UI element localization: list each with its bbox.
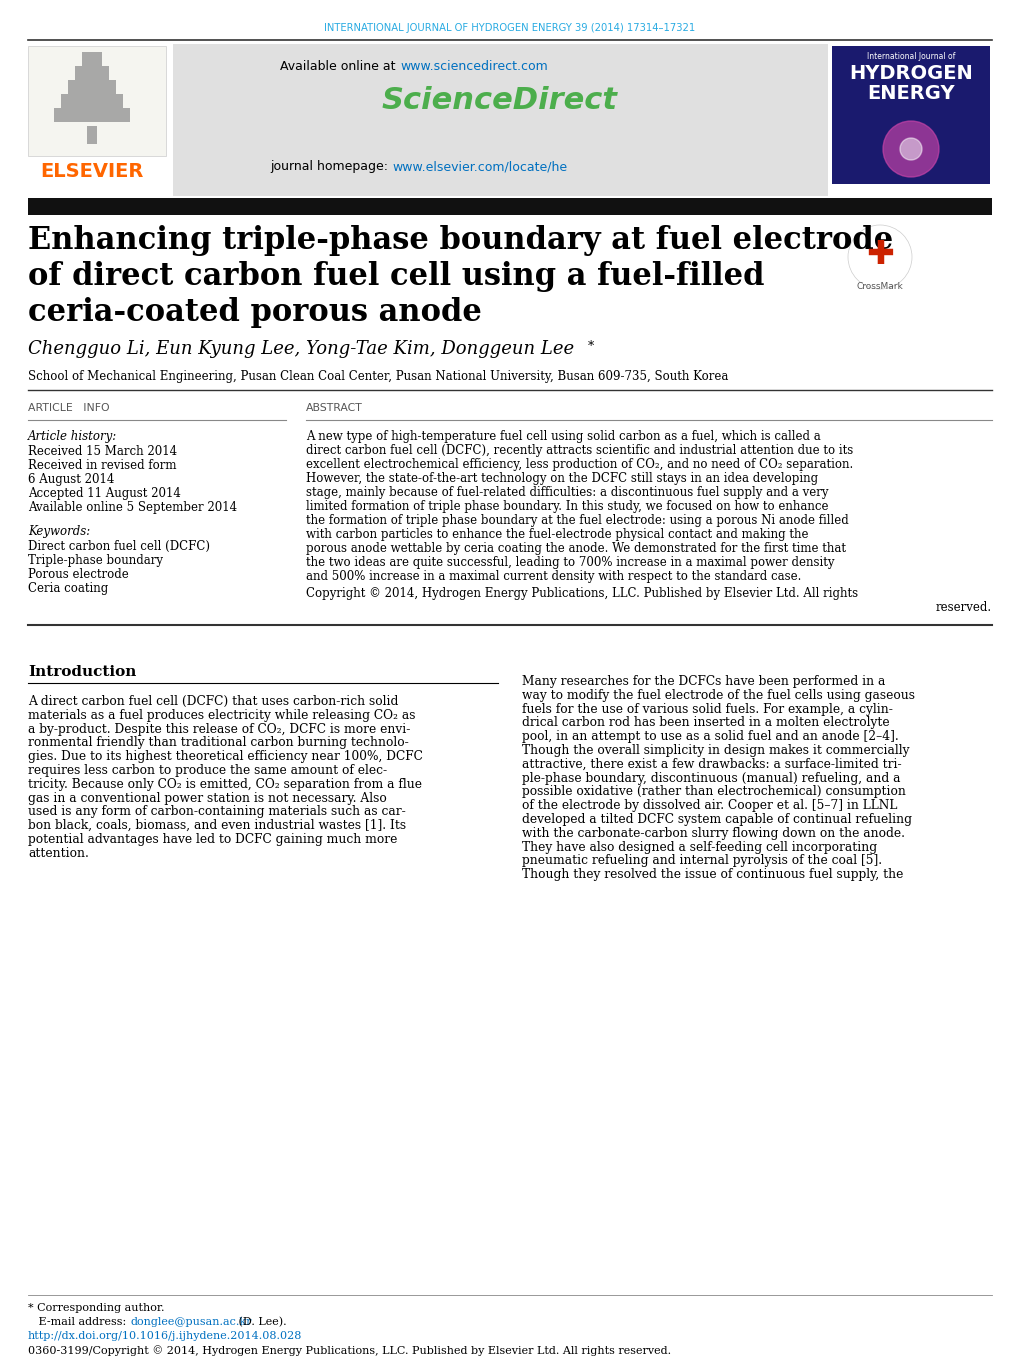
- Text: Received in revised form: Received in revised form: [28, 459, 176, 472]
- Text: Direct carbon fuel cell (DCFC): Direct carbon fuel cell (DCFC): [28, 540, 210, 553]
- Text: However, the state-of-the-art technology on the DCFC still stays in an idea deve: However, the state-of-the-art technology…: [306, 472, 817, 485]
- Text: porous anode wettable by ceria coating the anode. We demonstrated for the first : porous anode wettable by ceria coating t…: [306, 542, 845, 554]
- Text: tricity. Because only CO₂ is emitted, CO₂ separation from a flue: tricity. Because only CO₂ is emitted, CO…: [28, 777, 422, 791]
- Text: Though the overall simplicity in design makes it commercially: Though the overall simplicity in design …: [522, 743, 909, 757]
- Text: www.elsevier.com/locate/he: www.elsevier.com/locate/he: [391, 160, 567, 173]
- Text: Ceria coating: Ceria coating: [28, 582, 108, 595]
- Text: They have also designed a self-feeding cell incorporating: They have also designed a self-feeding c…: [522, 841, 876, 853]
- Text: drical carbon rod has been inserted in a molten electrolyte: drical carbon rod has been inserted in a…: [522, 716, 889, 730]
- Bar: [28, 198, 991, 215]
- Bar: [87, 126, 97, 144]
- Text: used is any form of carbon-containing materials such as car-: used is any form of carbon-containing ma…: [28, 806, 406, 818]
- Text: www.sciencedirect.com: www.sciencedirect.com: [399, 60, 547, 73]
- Text: ENERGY: ENERGY: [866, 84, 954, 103]
- Text: limited formation of triple phase boundary. In this study, we focused on how to : limited formation of triple phase bounda…: [306, 500, 827, 512]
- Text: http://dx.doi.org/10.1016/j.ijhydene.2014.08.028: http://dx.doi.org/10.1016/j.ijhydene.201…: [28, 1330, 302, 1341]
- Text: E-mail address:: E-mail address:: [28, 1317, 129, 1326]
- Text: materials as a fuel produces electricity while releasing CO₂ as: materials as a fuel produces electricity…: [28, 709, 415, 722]
- Text: Chengguo Li, Eun Kyung Lee, Yong-Tae Kim, Donggeun Lee: Chengguo Li, Eun Kyung Lee, Yong-Tae Kim…: [28, 340, 574, 357]
- Text: A new type of high-temperature fuel cell using solid carbon as a fuel, which is : A new type of high-temperature fuel cell…: [306, 429, 820, 443]
- Text: gies. Due to its highest theoretical efficiency near 100%, DCFC: gies. Due to its highest theoretical eff…: [28, 750, 423, 764]
- Text: Article history:: Article history:: [28, 429, 117, 443]
- Text: donglee@pusan.ac.kr: donglee@pusan.ac.kr: [130, 1317, 253, 1326]
- Bar: [173, 43, 827, 196]
- Text: pool, in an attempt to use as a solid fuel and an anode [2–4].: pool, in an attempt to use as a solid fu…: [522, 730, 898, 743]
- Text: Available online 5 September 2014: Available online 5 September 2014: [28, 501, 236, 514]
- Text: ceria-coated porous anode: ceria-coated porous anode: [28, 298, 481, 328]
- Text: with carbon particles to enhance the fuel-electrode physical contact and making : with carbon particles to enhance the fue…: [306, 529, 808, 541]
- Text: the two ideas are quite successful, leading to 700% increase in a maximal power : the two ideas are quite successful, lead…: [306, 556, 834, 569]
- Text: the formation of triple phase boundary at the fuel electrode: using a porous Ni : the formation of triple phase boundary a…: [306, 514, 848, 527]
- Text: Though they resolved the issue of continuous fuel supply, the: Though they resolved the issue of contin…: [522, 868, 903, 881]
- Bar: [68, 80, 116, 94]
- Bar: [75, 67, 109, 80]
- Text: attention.: attention.: [28, 847, 89, 860]
- Text: 6 August 2014: 6 August 2014: [28, 473, 114, 487]
- Text: Available online at: Available online at: [280, 60, 399, 73]
- Text: Many researches for the DCFCs have been performed in a: Many researches for the DCFCs have been …: [522, 675, 884, 688]
- Text: ScienceDirect: ScienceDirect: [382, 86, 618, 116]
- Text: possible oxidative (rather than electrochemical) consumption: possible oxidative (rather than electroc…: [522, 786, 905, 798]
- Text: and 500% increase in a maximal current density with respect to the standard case: and 500% increase in a maximal current d…: [306, 569, 801, 583]
- Text: developed a tilted DCFC system capable of continual refueling: developed a tilted DCFC system capable o…: [522, 813, 911, 826]
- Text: pneumatic refueling and internal pyrolysis of the coal [5].: pneumatic refueling and internal pyrolys…: [522, 855, 881, 867]
- Text: Keywords:: Keywords:: [28, 525, 90, 538]
- Bar: [54, 107, 129, 122]
- Bar: [28, 46, 166, 156]
- Text: ple-phase boundary, discontinuous (manual) refueling, and a: ple-phase boundary, discontinuous (manua…: [522, 772, 900, 784]
- Text: with the carbonate-carbon slurry flowing down on the anode.: with the carbonate-carbon slurry flowing…: [522, 826, 904, 840]
- Text: bon black, coals, biomass, and even industrial wastes [1]. Its: bon black, coals, biomass, and even indu…: [28, 819, 406, 832]
- Text: A direct carbon fuel cell (DCFC) that uses carbon-rich solid: A direct carbon fuel cell (DCFC) that us…: [28, 694, 398, 708]
- Text: of direct carbon fuel cell using a fuel-filled: of direct carbon fuel cell using a fuel-…: [28, 261, 764, 292]
- Text: way to modify the fuel electrode of the fuel cells using gaseous: way to modify the fuel electrode of the …: [522, 689, 914, 701]
- Text: potential advantages have led to DCFC gaining much more: potential advantages have led to DCFC ga…: [28, 833, 397, 847]
- Text: Introduction: Introduction: [28, 665, 137, 680]
- Text: fuels for the use of various solid fuels. For example, a cylin-: fuels for the use of various solid fuels…: [522, 703, 892, 716]
- Text: *: *: [587, 340, 594, 353]
- Bar: [61, 94, 123, 107]
- Text: of the electrode by dissolved air. Cooper et al. [5–7] in LLNL: of the electrode by dissolved air. Coope…: [522, 799, 897, 813]
- Text: direct carbon fuel cell (DCFC), recently attracts scientific and industrial atte: direct carbon fuel cell (DCFC), recently…: [306, 444, 853, 457]
- Text: School of Mechanical Engineering, Pusan Clean Coal Center, Pusan National Univer: School of Mechanical Engineering, Pusan …: [28, 370, 728, 383]
- Circle shape: [882, 121, 938, 177]
- Bar: [82, 52, 102, 67]
- Text: ronmental friendly than traditional carbon burning technolo-: ronmental friendly than traditional carb…: [28, 737, 409, 749]
- Text: Triple-phase boundary: Triple-phase boundary: [28, 554, 163, 567]
- Text: ✚: ✚: [865, 238, 893, 270]
- Text: (D. Lee).: (D. Lee).: [234, 1317, 286, 1328]
- Text: requires less carbon to produce the same amount of elec-: requires less carbon to produce the same…: [28, 764, 387, 777]
- Text: Porous electrode: Porous electrode: [28, 568, 128, 582]
- Text: gas in a conventional power station is not necessary. Also: gas in a conventional power station is n…: [28, 791, 386, 805]
- Text: HYDROGEN: HYDROGEN: [848, 64, 972, 83]
- Text: attractive, there exist a few drawbacks: a surface-limited tri-: attractive, there exist a few drawbacks:…: [522, 758, 901, 771]
- Text: Enhancing triple-phase boundary at fuel electrode: Enhancing triple-phase boundary at fuel …: [28, 226, 893, 255]
- Bar: [857, 235, 901, 279]
- Text: a by-product. Despite this release of CO₂, DCFC is more envi-: a by-product. Despite this release of CO…: [28, 723, 410, 735]
- Text: reserved.: reserved.: [935, 601, 991, 614]
- Text: journal homepage:: journal homepage:: [270, 160, 391, 173]
- Text: stage, mainly because of fuel-related difficulties: a discontinuous fuel supply : stage, mainly because of fuel-related di…: [306, 487, 827, 499]
- Bar: [832, 46, 989, 183]
- Circle shape: [899, 139, 921, 160]
- Text: CrossMark: CrossMark: [856, 283, 903, 291]
- Text: ABSTRACT: ABSTRACT: [306, 404, 363, 413]
- Text: * Corresponding author.: * Corresponding author.: [28, 1303, 164, 1313]
- Text: ARTICLE   INFO: ARTICLE INFO: [28, 404, 109, 413]
- Text: ELSEVIER: ELSEVIER: [41, 162, 144, 181]
- Text: Accepted 11 August 2014: Accepted 11 August 2014: [28, 487, 180, 500]
- Text: INTERNATIONAL JOURNAL OF HYDROGEN ENERGY 39 (2014) 17314–17321: INTERNATIONAL JOURNAL OF HYDROGEN ENERGY…: [324, 23, 695, 33]
- Text: International Journal of: International Journal of: [866, 52, 954, 61]
- Text: excellent electrochemical efficiency, less production of CO₂, and no need of CO₂: excellent electrochemical efficiency, le…: [306, 458, 853, 472]
- Text: Copyright © 2014, Hydrogen Energy Publications, LLC. Published by Elsevier Ltd. : Copyright © 2014, Hydrogen Energy Public…: [306, 587, 857, 601]
- Text: 0360-3199/Copyright © 2014, Hydrogen Energy Publications, LLC. Published by Else: 0360-3199/Copyright © 2014, Hydrogen Ene…: [28, 1345, 671, 1356]
- Text: Received 15 March 2014: Received 15 March 2014: [28, 444, 177, 458]
